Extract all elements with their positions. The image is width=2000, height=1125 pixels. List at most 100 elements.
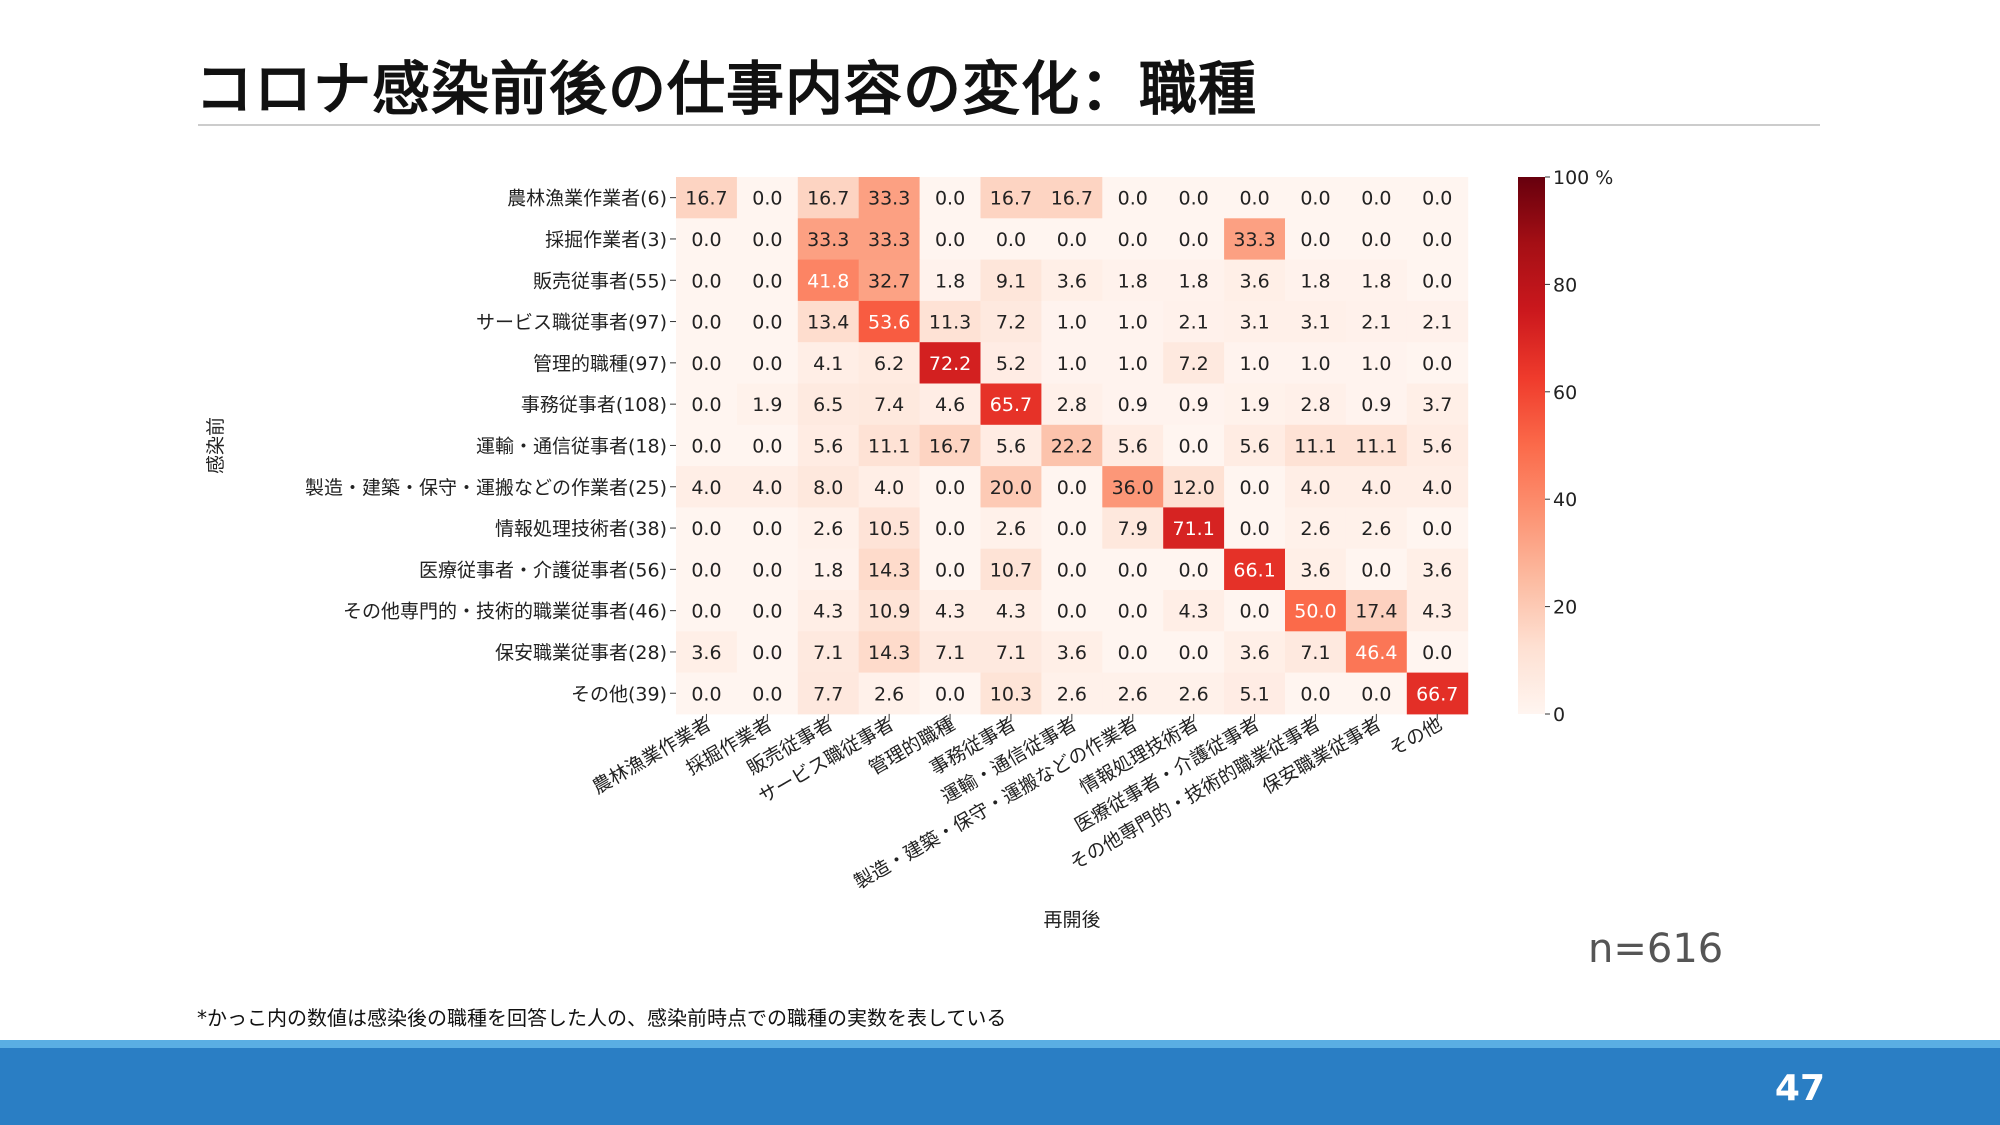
heatmap-cell	[1102, 590, 1164, 632]
footer-accent-line	[0, 1040, 2000, 1048]
cell-value: 2.6	[1118, 683, 1148, 705]
cell-value: 1.0	[1300, 353, 1330, 375]
heatmap-cell	[1102, 548, 1164, 591]
cell-value: 9.1	[996, 270, 1026, 292]
heatmap-cell	[919, 342, 981, 384]
cell-value: 0.9	[1361, 394, 1391, 416]
heatmap-cell	[1102, 507, 1164, 550]
cell-value: 1.8	[1300, 270, 1330, 292]
heatmap-cell	[1041, 424, 1103, 467]
cell-value: 4.0	[1422, 477, 1452, 499]
heatmap-cell	[980, 383, 1042, 426]
cell-value: 11.1	[1294, 435, 1336, 457]
cell-value: 2.8	[1057, 394, 1087, 416]
heatmap-cell	[676, 466, 738, 508]
cell-value: 7.2	[1179, 353, 1209, 375]
heatmap-cell	[858, 342, 921, 384]
heatmap-cell	[858, 424, 921, 467]
cell-value: 11.1	[868, 435, 910, 457]
cell-value: 0.0	[691, 559, 721, 581]
cell-value: 0.0	[691, 270, 721, 292]
row-label: その他専門的・技術的職業従事者(46)	[343, 601, 667, 623]
heatmap-cell	[1041, 672, 1103, 715]
heatmap-cell	[1224, 259, 1286, 302]
cell-value: 0.0	[1118, 601, 1148, 623]
cell-value: 3.6	[1422, 559, 1452, 581]
colorbar-tick-label: 80	[1553, 274, 1577, 296]
heatmap-cell	[1102, 218, 1164, 261]
heatmap-cell	[858, 259, 921, 302]
cell-value: 2.6	[1179, 683, 1209, 705]
cell-value: 0.0	[1300, 188, 1330, 210]
cell-value: 10.5	[868, 518, 910, 540]
cell-value: 0.0	[752, 188, 782, 210]
heatmap-cell	[1041, 177, 1103, 219]
cell-value: 1.8	[813, 559, 843, 581]
page-number: 47	[1774, 1068, 1825, 1109]
cell-value: 7.1	[813, 642, 843, 664]
cell-value: 2.6	[1300, 518, 1330, 540]
cell-value: 4.3	[935, 601, 965, 623]
cell-value: 0.9	[1179, 394, 1209, 416]
heatmap-cell	[1285, 672, 1347, 715]
heatmap-cell	[980, 672, 1042, 715]
heatmap-cell	[676, 631, 738, 674]
heatmap-cell	[1163, 342, 1225, 384]
cell-value: 0.0	[691, 518, 721, 540]
cell-value: 0.0	[996, 229, 1026, 251]
heatmap-cell	[1224, 672, 1286, 715]
cell-value: 12.0	[1172, 477, 1214, 499]
heatmap-cell	[736, 342, 799, 384]
heatmap-cell	[1345, 424, 1408, 467]
heatmap-cell	[1102, 300, 1164, 343]
cell-value: 1.0	[1057, 353, 1087, 375]
heatmap-cell	[797, 590, 860, 632]
heatmap-cell	[919, 672, 981, 715]
heatmap-cell	[1285, 424, 1347, 467]
heatmap-cell	[1163, 424, 1225, 467]
cell-value: 2.1	[1179, 312, 1209, 334]
heatmap-cell	[919, 507, 981, 550]
heatmap-cell	[1285, 259, 1347, 302]
cell-value: 4.0	[1361, 477, 1391, 499]
cell-value: 2.6	[1057, 683, 1087, 705]
cell-value: 1.8	[935, 270, 965, 292]
heatmap-cell	[919, 631, 981, 674]
cell-value: 0.0	[752, 683, 782, 705]
cell-value: 0.0	[1361, 229, 1391, 251]
cell-value: 4.6	[935, 394, 965, 416]
heatmap-cell	[736, 466, 799, 508]
cell-value: 0.0	[1361, 188, 1391, 210]
row-label: 医療従事者・介護従事者(56)	[419, 559, 667, 581]
cell-value: 2.1	[1422, 312, 1452, 334]
heatmap-cell	[1163, 300, 1225, 343]
heatmap-cell	[1406, 466, 1469, 508]
cell-value: 0.0	[1422, 518, 1452, 540]
heatmap-cell	[980, 177, 1042, 219]
heatmap-cell	[1041, 300, 1103, 343]
cell-value: 4.3	[1179, 601, 1209, 623]
heatmap-cell	[676, 383, 738, 426]
heatmap-cell	[1224, 548, 1286, 591]
heatmap-cell	[1406, 177, 1469, 219]
row-label: 運輸・通信従事者(18)	[476, 435, 667, 457]
heatmap-cell	[736, 424, 799, 467]
cell-value: 1.0	[1057, 312, 1087, 334]
heatmap-cell	[980, 548, 1042, 591]
sample-size-label: n=616	[1588, 926, 1724, 972]
cell-value: 10.3	[990, 683, 1032, 705]
heatmap-cell	[1345, 177, 1408, 219]
cell-value: 0.0	[752, 353, 782, 375]
cell-value: 0.0	[1057, 601, 1087, 623]
cell-value: 14.3	[868, 642, 910, 664]
cell-value: 33.3	[868, 229, 910, 251]
heatmap-cell	[1406, 424, 1469, 467]
cell-value: 0.0	[1361, 683, 1391, 705]
cell-value: 8.0	[813, 477, 843, 499]
row-label: 販売従事者(55)	[533, 270, 667, 292]
cell-value: 16.7	[685, 188, 727, 210]
heatmap-cell	[797, 259, 860, 302]
heatmap-cell	[1406, 218, 1469, 261]
heatmap-cell	[858, 631, 921, 674]
